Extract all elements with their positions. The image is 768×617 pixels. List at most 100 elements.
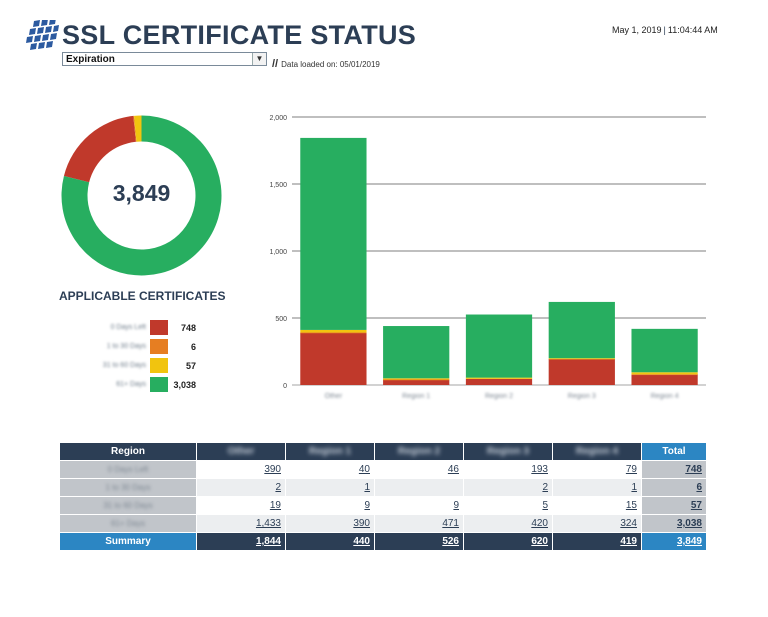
logo-icon [26,20,59,50]
legend-item: 61+ Days 3,038 [80,377,220,396]
table-row: 1 to 30 Days 2 1 2 1 6 [59,478,707,497]
cell-link[interactable]: 1,433 [196,514,286,533]
y-tick-label: 1,000 [269,249,287,256]
total-header: Total [641,442,707,461]
legend-item: 0 Days Left 748 [80,320,220,339]
row-header: 1 to 30 Days [59,478,197,497]
table-row: 61+ Days 1,433 390 471 420 324 3,038 [59,514,707,533]
cell-link[interactable]: 2 [196,478,286,497]
bar-segment[interactable] [465,314,533,378]
legend-item: 31 to 60 Days 57 [80,358,220,377]
bar-segment[interactable] [631,328,698,373]
cell-link[interactable]: 1 [552,478,642,497]
legend-swatch [150,339,168,354]
summary-cell-link[interactable]: 620 [463,532,553,551]
applicable-certificates-title: APPLICABLE CERTIFICATES [59,289,226,303]
grand-total-link[interactable]: 3,849 [641,532,707,551]
column-header: Other [196,442,286,461]
date-text: May 1, 2019 [612,25,662,35]
legend-value: 3,038 [173,380,196,390]
bar-segment[interactable] [300,332,367,385]
legend: 0 Days Left 748 1 to 30 Days 6 31 to 60 … [80,320,220,396]
cell-link[interactable]: 1 [285,478,375,497]
legend-value: 6 [190,342,196,352]
cell-link[interactable]: 420 [463,514,553,533]
separator: // [272,58,279,70]
cell-link[interactable]: 9 [285,496,375,515]
table-row: 31 to 60 Days 19 9 9 5 15 57 [59,496,707,515]
bar-segment[interactable] [631,374,698,385]
view-select[interactable]: Expiration ▼ [62,52,267,66]
column-header: Region 3 [463,442,553,461]
summary-cell-link[interactable]: 526 [374,532,464,551]
legend-value: 57 [185,361,196,371]
bar-segment[interactable] [548,358,615,360]
time-text: 11:04:44 AM [667,25,718,35]
legend-label: 0 Days Left [110,324,146,331]
legend-swatch [150,358,168,373]
cell-link[interactable]: 193 [463,460,553,479]
cell-link[interactable]: 79 [552,460,642,479]
x-tick-label: Region 3 [568,393,596,400]
y-tick-label: 500 [275,316,287,323]
row-total-link[interactable]: 6 [641,478,707,497]
row-total-link[interactable]: 57 [641,496,707,515]
cell-link[interactable]: 471 [374,514,464,533]
cell-link[interactable] [374,478,464,497]
table-row: 0 Days Left 390 40 46 193 79 748 [59,460,707,479]
bar-segment[interactable] [631,374,698,376]
bar-segment[interactable] [548,301,615,359]
chevron-down-icon[interactable]: ▼ [252,53,266,65]
cell-link[interactable]: 390 [285,514,375,533]
column-header: Region 1 [285,442,375,461]
donut-slice [133,115,137,142]
bar-segment[interactable] [383,326,450,379]
summary-label: Summary [59,532,197,551]
data-loaded-info: //Data loaded on: 05/01/2019 [272,58,380,70]
bar-segment[interactable] [548,358,615,359]
legend-label: 61+ Days [116,381,146,388]
bar-segment[interactable] [300,332,367,334]
row-total-link[interactable]: 748 [641,460,707,479]
stacked-bar-chart: 0 500 1,000 1,500 2,000 Other Region 1 Region 2… [269,115,706,400]
bar-segment[interactable] [300,137,367,330]
region-table: Region Other Region 1 Region 2 Region 3 … [59,442,707,551]
x-tick-label: Region 1 [402,393,430,400]
data-loaded-text: Data loaded on: 05/01/2019 [281,60,380,69]
x-tick-label: Other [325,393,343,400]
summary-cell-link[interactable]: 1,844 [196,532,286,551]
bar-segment[interactable] [465,377,533,379]
bar-segment[interactable] [465,378,533,385]
column-header: Region 4 [552,442,642,461]
bar-segment[interactable] [383,379,450,381]
cell-link[interactable]: 19 [196,496,286,515]
x-tick-label: Region 2 [485,393,513,400]
column-header: Region 2 [374,442,464,461]
donut-slice [61,115,222,276]
cell-link[interactable]: 40 [285,460,375,479]
donut-slice [134,115,142,142]
summary-row: Summary 1,844 440 526 620 419 3,849 [59,532,707,551]
cell-link[interactable]: 5 [463,496,553,515]
donut-total: 3,849 [112,180,171,206]
summary-cell-link[interactable]: 440 [285,532,375,551]
cell-link[interactable]: 46 [374,460,464,479]
cell-link[interactable]: 2 [463,478,553,497]
cell-link[interactable]: 9 [374,496,464,515]
legend-label: 31 to 60 Days [102,362,146,369]
bar-segment[interactable] [300,329,367,333]
bar-segment[interactable] [383,379,450,385]
datetime: May 1, 2019 | 11:04:44 AM [612,25,718,35]
summary-cell-link[interactable]: 419 [552,532,642,551]
bar-segment[interactable] [631,372,698,375]
y-tick-label: 2,000 [269,115,287,122]
row-header: 61+ Days [59,514,197,533]
bar-segment[interactable] [383,378,450,380]
donut-chart [61,115,222,276]
cell-link[interactable]: 324 [552,514,642,533]
legend-value: 748 [180,323,196,333]
bar-segment[interactable] [548,359,615,385]
cell-link[interactable]: 390 [196,460,286,479]
row-total-link[interactable]: 3,038 [641,514,707,533]
cell-link[interactable]: 15 [552,496,642,515]
